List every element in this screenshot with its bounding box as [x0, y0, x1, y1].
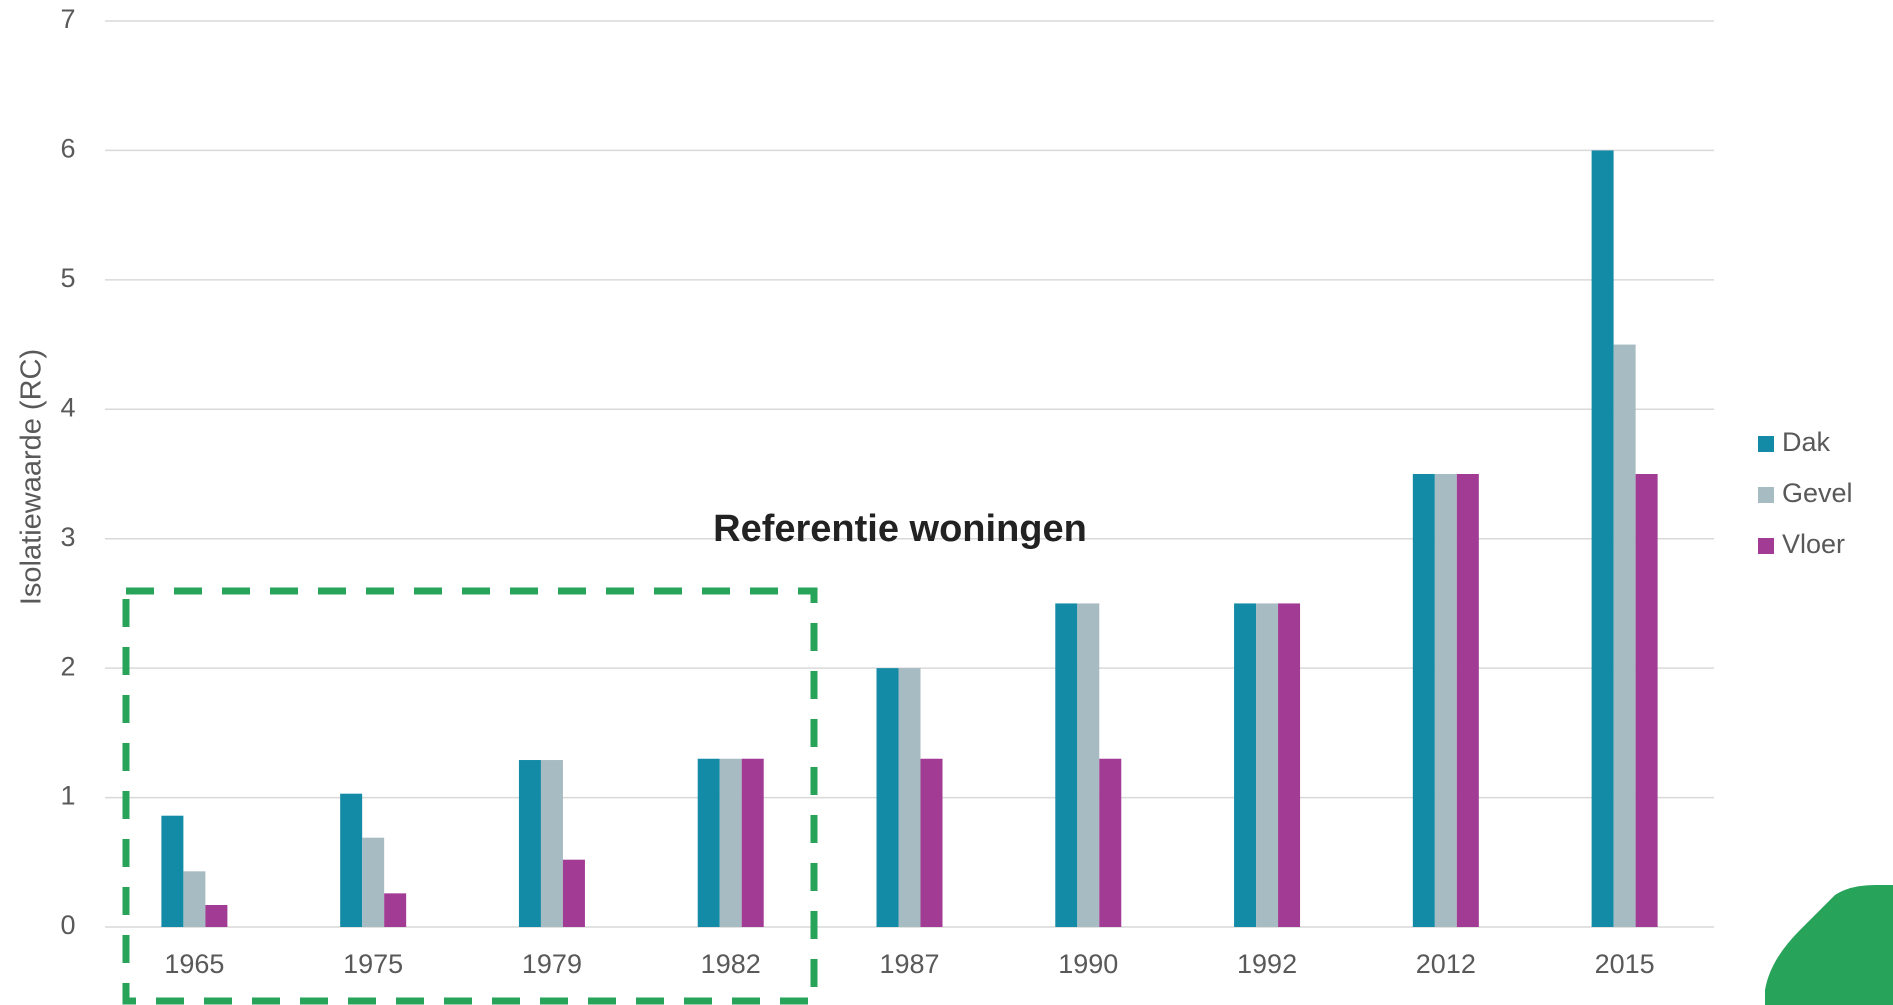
bar: [1434, 474, 1457, 927]
legend-label: Vloer: [1782, 529, 1845, 559]
x-tick-label: 1965: [164, 949, 224, 979]
bar: [1099, 758, 1122, 927]
x-tick-label: 1987: [879, 949, 939, 979]
y-tick-label: 0: [60, 910, 75, 940]
bar: [920, 758, 943, 927]
x-tick-label: 1982: [701, 949, 761, 979]
bar: [1278, 603, 1301, 927]
bar: [384, 893, 407, 927]
x-tick-label: 1990: [1058, 949, 1118, 979]
legend-swatch: [1758, 538, 1774, 554]
bar: [741, 758, 764, 927]
y-tick-label: 4: [60, 392, 75, 422]
x-tick-label: 1992: [1237, 949, 1297, 979]
bar: [1456, 474, 1479, 927]
legend-label: Dak: [1782, 427, 1831, 457]
y-tick-label: 7: [60, 4, 75, 34]
bar: [518, 760, 541, 927]
bar: [1055, 603, 1078, 927]
x-tick-label: 1975: [343, 949, 403, 979]
annotation: Referentie woningen: [713, 508, 1087, 550]
bar: [540, 760, 563, 927]
bar: [697, 758, 720, 927]
y-tick-label: 6: [60, 134, 75, 164]
bar: [562, 859, 585, 927]
y-axis-label: Isolatiewaarde (RC): [16, 349, 48, 605]
bar: [898, 668, 921, 927]
y-tick-label: 3: [60, 522, 75, 552]
bar: [876, 668, 899, 927]
legend-swatch: [1758, 436, 1774, 452]
bar: [1591, 150, 1614, 927]
x-tick-label: 2012: [1416, 949, 1476, 979]
x-tick-label: 2015: [1595, 949, 1655, 979]
corner-decoration: [1765, 885, 1893, 1005]
legend-label: Gevel: [1782, 478, 1853, 508]
bar: [205, 904, 228, 927]
x-tick-label: 1979: [522, 949, 582, 979]
bar: [1635, 474, 1658, 927]
bar: [1412, 474, 1435, 927]
bar: [340, 793, 363, 927]
bar: [1613, 344, 1636, 928]
bar: [183, 871, 206, 927]
bar: [1234, 603, 1257, 927]
bar: [1256, 603, 1279, 927]
bar: [719, 758, 742, 927]
bar: [161, 815, 184, 927]
bar: [1077, 603, 1100, 927]
reference-box: [122, 587, 818, 1005]
y-tick-label: 1: [60, 781, 75, 811]
y-tick-label: 2: [60, 651, 75, 681]
y-tick-label: 5: [60, 263, 75, 293]
bar: [362, 837, 385, 927]
legend-swatch: [1758, 487, 1774, 503]
